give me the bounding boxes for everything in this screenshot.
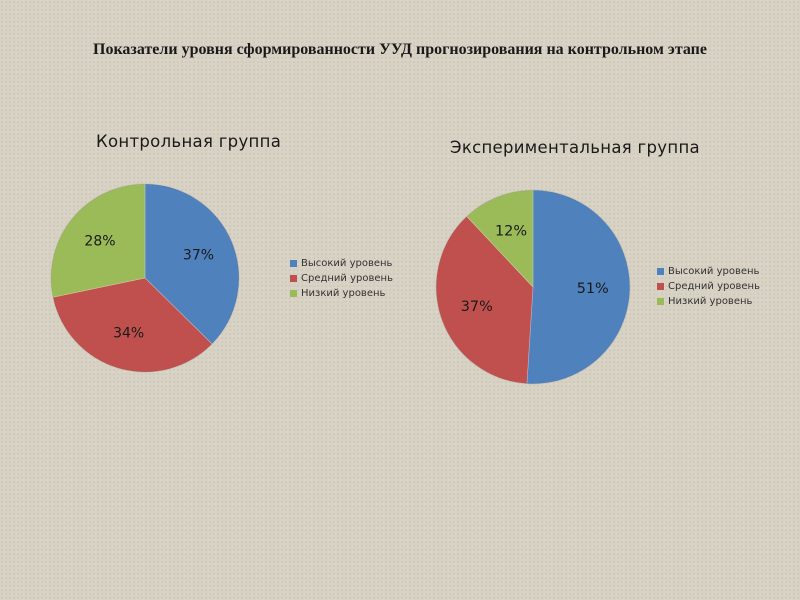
legend-swatch-low-level bbox=[657, 298, 664, 305]
data-label-medium-level-experimental-group: 37% bbox=[461, 299, 493, 315]
legend-swatch-high-level bbox=[290, 260, 297, 267]
legend-label-low-level: Низкий уровень bbox=[301, 288, 386, 299]
data-label-high-level-experimental-group: 51% bbox=[577, 281, 609, 297]
legend-item-medium-level-control-group: Средний уровень bbox=[290, 271, 393, 286]
legend-label-high-level: Высокий уровень bbox=[668, 266, 760, 277]
legend-item-high-level-experimental-group: Высокий уровень bbox=[657, 264, 760, 279]
pie-slice-medium-level-control-group bbox=[52, 277, 213, 373]
legend-swatch-medium-level bbox=[290, 275, 297, 282]
legend-label-medium-level: Средний уровень bbox=[668, 281, 760, 292]
legend-item-low-level-experimental-group: Низкий уровень bbox=[657, 294, 760, 309]
pie-slice-low-level-control-group bbox=[50, 183, 146, 298]
legend-label-medium-level: Средний уровень bbox=[301, 273, 393, 284]
legend-label-low-level: Низкий уровень bbox=[668, 296, 753, 307]
data-label-low-level-experimental-group: 12% bbox=[495, 223, 527, 239]
data-label-low-level-control-group: 28% bbox=[84, 233, 115, 249]
data-label-medium-level-control-group: 34% bbox=[113, 326, 144, 342]
legend-control-group: Высокий уровень Средний уровень Низкий уро… bbox=[290, 256, 393, 301]
pie-chart-experimental-group: 51% 37% 12% bbox=[435, 189, 631, 385]
legend-item-high-level-control-group: Высокий уровень bbox=[290, 256, 393, 271]
pie-chart-control-group: 37% 34% 28% bbox=[50, 183, 240, 373]
legend-swatch-low-level bbox=[290, 290, 297, 297]
pie-slice-high-level-control-group bbox=[144, 183, 240, 345]
legend-swatch-high-level bbox=[657, 268, 664, 275]
chart-title-experimental-group: Экспериментальная группа bbox=[450, 138, 700, 157]
legend-item-medium-level-experimental-group: Средний уровень bbox=[657, 279, 760, 294]
data-label-high-level-control-group: 37% bbox=[183, 248, 214, 264]
pie-outline-experimental-group bbox=[435, 189, 631, 385]
pie-slice-medium-level-experimental-group bbox=[435, 215, 534, 384]
legend-label-high-level: Высокий уровень bbox=[301, 258, 393, 269]
pie-slice-low-level-experimental-group bbox=[466, 189, 534, 288]
legend-item-low-level-control-group: Низкий уровень bbox=[290, 286, 393, 301]
slide-title: Показатели уровня сформированности УУД п… bbox=[93, 41, 707, 58]
legend-swatch-medium-level bbox=[657, 283, 664, 290]
pie-slice-high-level-experimental-group bbox=[526, 189, 631, 385]
chart-title-control-group: Контрольная группа bbox=[96, 132, 282, 151]
pie-outline-control-group bbox=[50, 183, 240, 373]
legend-experimental-group: Высокий уровень Средний уровень Низкий уро… bbox=[657, 264, 760, 309]
